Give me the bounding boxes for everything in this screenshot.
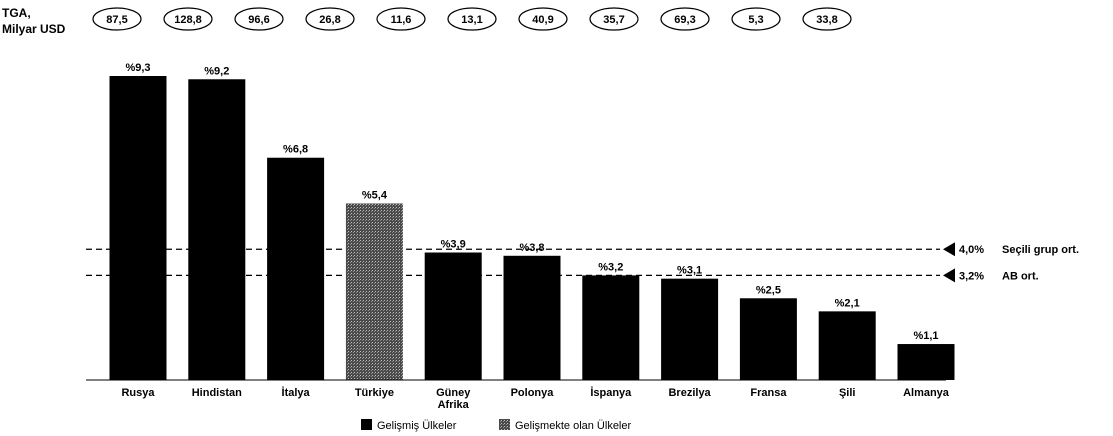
category-label: Türkiye bbox=[355, 387, 394, 399]
bar-data-label: %5,4 bbox=[362, 189, 388, 201]
tga-value-ellipse bbox=[802, 7, 852, 31]
bar-data-label: %2,5 bbox=[756, 284, 781, 296]
reference-line-label: Seçili grup ort. bbox=[1002, 244, 1079, 256]
bar-data-label: %3,1 bbox=[677, 265, 702, 277]
bar-data-label: %9,2 bbox=[204, 65, 229, 77]
legend-label: Gelişmekte olan Ülkeler bbox=[515, 420, 631, 432]
tga-value-ellipse bbox=[234, 7, 284, 31]
tga-value-ellipse bbox=[731, 7, 781, 31]
tga-value-label: 33,8 bbox=[816, 14, 837, 26]
category-label: Fransa bbox=[750, 387, 787, 399]
bar bbox=[188, 79, 246, 381]
tga-value-ellipse bbox=[163, 7, 213, 31]
bar bbox=[818, 311, 876, 380]
category-label: Brezilya bbox=[668, 387, 711, 399]
reference-line-label: AB ort. bbox=[1002, 270, 1039, 282]
bar-data-label: %6,8 bbox=[283, 144, 308, 156]
bar bbox=[109, 76, 167, 380]
tga-value-ellipse bbox=[589, 7, 639, 31]
tga-value-label: 11,6 bbox=[391, 14, 412, 26]
bar-data-label: %9,3 bbox=[125, 62, 150, 74]
tga-value-ellipse bbox=[447, 7, 497, 31]
reference-value-label: 4,0% bbox=[959, 244, 984, 256]
reference-value-label: 3,2% bbox=[959, 270, 984, 282]
bar bbox=[424, 252, 482, 380]
bar-data-label: %1,1 bbox=[913, 330, 938, 342]
bar bbox=[267, 157, 325, 380]
legend-swatch bbox=[361, 419, 372, 430]
tga-value-ellipse bbox=[518, 7, 568, 31]
tga-label-line1: TGA, bbox=[2, 6, 31, 20]
category-label: Polonya bbox=[511, 387, 555, 399]
tga-value-label: 26,8 bbox=[319, 14, 340, 26]
bar bbox=[345, 203, 403, 380]
tga-label-line2: Milyar USD bbox=[2, 22, 66, 36]
tga-value-label: 69,3 bbox=[674, 14, 695, 26]
tga-value-label: 13,1 bbox=[461, 14, 482, 26]
category-label: İtalya bbox=[282, 386, 311, 399]
bar-data-label: %3,2 bbox=[598, 261, 623, 273]
bar-data-label: %2,1 bbox=[835, 297, 860, 309]
tga-value-label: 87,5 bbox=[106, 14, 127, 26]
category-label: Almanya bbox=[903, 387, 950, 399]
tga-value-ellipse bbox=[660, 7, 710, 31]
bar-data-label: %3,9 bbox=[441, 239, 466, 251]
tga-value-label: 96,6 bbox=[248, 14, 269, 26]
bar bbox=[897, 344, 955, 380]
bar bbox=[582, 275, 640, 380]
bar bbox=[739, 298, 797, 380]
category-label: İspanya bbox=[590, 386, 632, 399]
tga-value-ellipse bbox=[376, 7, 426, 31]
bar bbox=[503, 255, 561, 380]
tga-value-label: 35,7 bbox=[603, 14, 624, 26]
category-label: Güney Afrika bbox=[436, 387, 471, 411]
reference-arrow-icon bbox=[943, 242, 955, 257]
tga-value-ellipse bbox=[305, 7, 355, 31]
reference-arrow-icon bbox=[943, 268, 955, 283]
tga-value-label: 5,3 bbox=[748, 14, 763, 26]
bar-data-label: %3,8 bbox=[519, 242, 544, 254]
category-label: Rusya bbox=[121, 387, 155, 399]
tga-value-label: 128,8 bbox=[174, 14, 202, 26]
category-label: Hindistan bbox=[192, 387, 242, 399]
tga-value-label: 40,9 bbox=[532, 14, 553, 26]
bar bbox=[661, 278, 719, 380]
tga-value-ellipse bbox=[92, 7, 142, 31]
legend-swatch bbox=[499, 419, 510, 430]
category-label: Şili bbox=[839, 387, 856, 399]
legend-label: Gelişmiş Ülkeler bbox=[377, 420, 457, 432]
